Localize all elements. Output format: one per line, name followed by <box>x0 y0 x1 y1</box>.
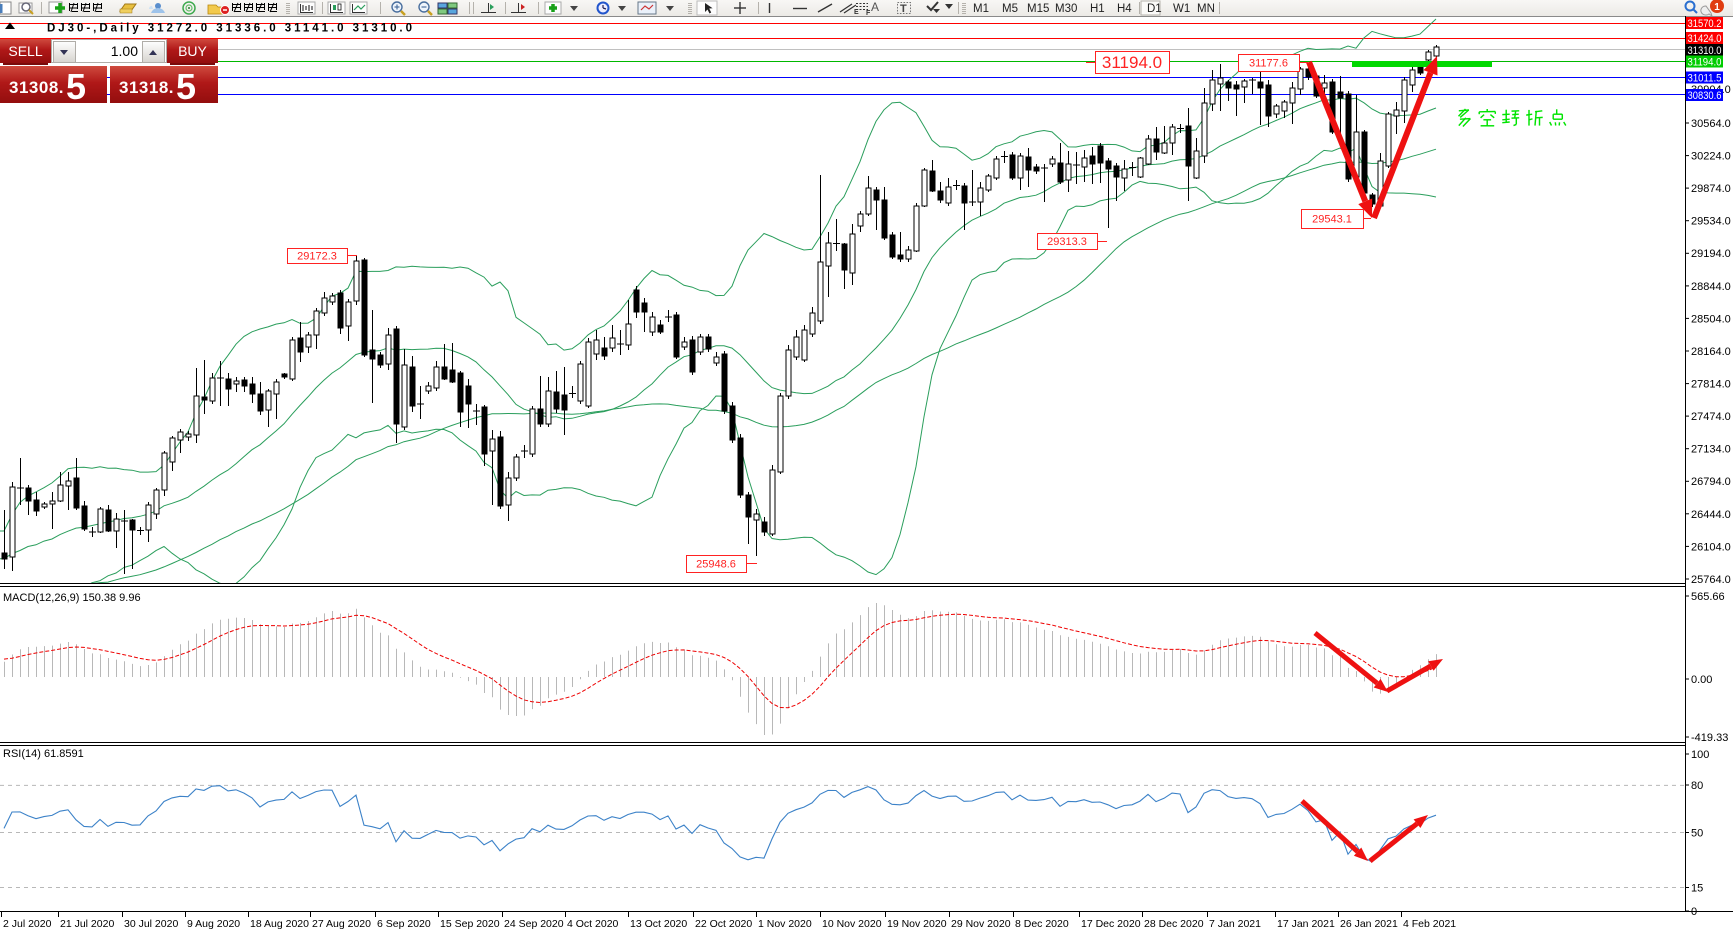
svg-text:28844.0: 28844.0 <box>1691 281 1731 293</box>
svg-text:0: 0 <box>1691 906 1697 918</box>
svg-text:RSI(14) 61.8591: RSI(14) 61.8591 <box>3 748 84 760</box>
svg-text:4 Oct 2020: 4 Oct 2020 <box>567 918 619 930</box>
svg-text:13 Oct 2020: 13 Oct 2020 <box>630 918 687 930</box>
svg-text:8 Dec 2020: 8 Dec 2020 <box>1015 918 1069 930</box>
svg-text:26 Jan 2021: 26 Jan 2021 <box>1340 918 1398 930</box>
svg-text:27814.0: 27814.0 <box>1691 379 1731 391</box>
svg-text:29543.1: 29543.1 <box>1312 214 1352 226</box>
svg-text:28 Dec 2020: 28 Dec 2020 <box>1144 918 1204 930</box>
svg-text:31570.2: 31570.2 <box>1688 18 1722 30</box>
svg-text:25948.6: 25948.6 <box>696 559 736 571</box>
svg-text:31194.0: 31194.0 <box>1688 57 1722 69</box>
svg-text:31177.6: 31177.6 <box>1249 58 1288 70</box>
svg-text:15: 15 <box>1691 883 1703 895</box>
svg-text:25764.0: 25764.0 <box>1691 574 1731 586</box>
svg-text:30 Jul 2020: 30 Jul 2020 <box>124 918 178 930</box>
svg-text:29874.0: 29874.0 <box>1691 183 1731 195</box>
svg-text:7 Jan 2021: 7 Jan 2021 <box>1209 918 1261 930</box>
svg-text:2 Jul 2020: 2 Jul 2020 <box>3 918 52 930</box>
svg-text:DJ30-,Daily 31272.0 31336.0 3: DJ30-,Daily 31272.0 31336.0 31141.0 3131… <box>47 23 412 35</box>
svg-text:31011.5: 31011.5 <box>1688 73 1722 85</box>
svg-text:30564.0: 30564.0 <box>1691 118 1731 130</box>
svg-text:10 Nov 2020: 10 Nov 2020 <box>822 918 882 930</box>
svg-text:22 Oct 2020: 22 Oct 2020 <box>695 918 752 930</box>
svg-text:21 Jul 2020: 21 Jul 2020 <box>60 918 114 930</box>
svg-text:-419.33: -419.33 <box>1691 732 1728 744</box>
svg-text:4 Feb 2021: 4 Feb 2021 <box>1403 918 1456 930</box>
svg-text:30224.0: 30224.0 <box>1691 151 1731 163</box>
svg-text:31424.0: 31424.0 <box>1688 33 1722 45</box>
svg-text:17 Dec 2020: 17 Dec 2020 <box>1081 918 1141 930</box>
svg-text:28504.0: 28504.0 <box>1691 313 1731 325</box>
svg-text:27134.0: 27134.0 <box>1691 444 1731 456</box>
svg-text:29194.0: 29194.0 <box>1691 248 1731 260</box>
svg-text:31194.0: 31194.0 <box>1102 53 1162 72</box>
svg-text:29534.0: 29534.0 <box>1691 216 1731 228</box>
svg-text:9 Aug 2020: 9 Aug 2020 <box>187 918 240 930</box>
svg-text:0.00: 0.00 <box>1691 674 1712 686</box>
svg-text:26444.0: 26444.0 <box>1691 509 1731 521</box>
svg-text:565.66: 565.66 <box>1691 591 1725 603</box>
svg-text:29313.3: 29313.3 <box>1047 236 1087 248</box>
svg-text:29 Nov 2020: 29 Nov 2020 <box>951 918 1011 930</box>
svg-text:15 Sep 2020: 15 Sep 2020 <box>440 918 500 930</box>
svg-text:27 Aug 2020: 27 Aug 2020 <box>312 918 371 930</box>
svg-text:26104.0: 26104.0 <box>1691 541 1731 553</box>
svg-text:24 Sep 2020: 24 Sep 2020 <box>504 918 564 930</box>
svg-text:30830.6: 30830.6 <box>1688 90 1722 102</box>
svg-text:31310.0: 31310.0 <box>1688 45 1722 57</box>
svg-text:80: 80 <box>1691 780 1703 792</box>
svg-text:29172.3: 29172.3 <box>297 251 337 263</box>
svg-text:27474.0: 27474.0 <box>1691 411 1731 423</box>
svg-text:6 Sep 2020: 6 Sep 2020 <box>377 918 431 930</box>
svg-text:18 Aug 2020: 18 Aug 2020 <box>250 918 309 930</box>
svg-text:100: 100 <box>1691 749 1709 761</box>
svg-text:1 Nov 2020: 1 Nov 2020 <box>758 918 812 930</box>
svg-text:50: 50 <box>1691 828 1703 840</box>
svg-text:19 Nov 2020: 19 Nov 2020 <box>887 918 947 930</box>
svg-text:MACD(12,26,9) 150.38 9.96: MACD(12,26,9) 150.38 9.96 <box>3 592 141 604</box>
svg-text:26794.0: 26794.0 <box>1691 476 1731 488</box>
svg-text:28164.0: 28164.0 <box>1691 346 1731 358</box>
svg-text:17 Jan 2021: 17 Jan 2021 <box>1277 918 1335 930</box>
